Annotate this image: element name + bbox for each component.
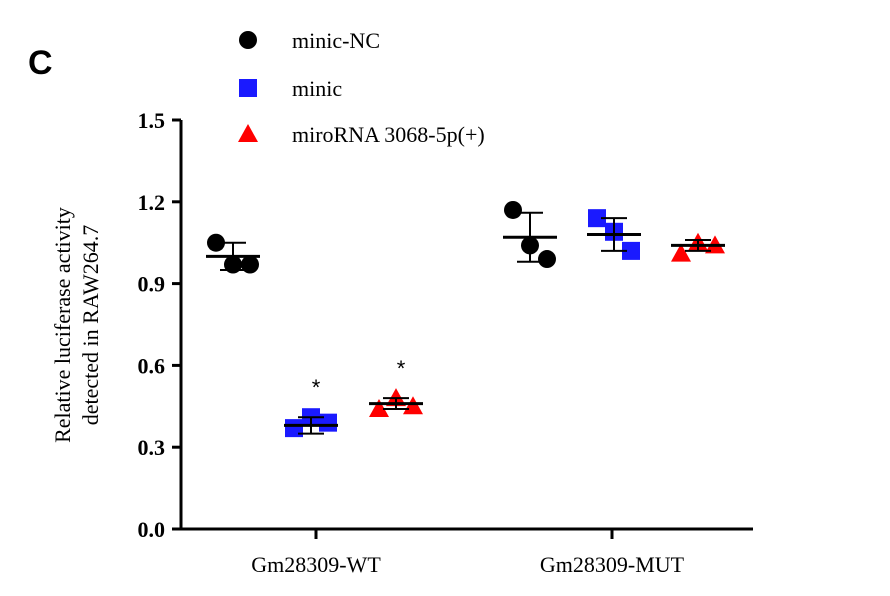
data-point [504, 200, 522, 219]
data-point [369, 399, 389, 418]
x-category-label: Gm28309-WT [251, 552, 381, 577]
data-group [587, 209, 641, 260]
data-point [588, 209, 606, 228]
data-point [538, 250, 556, 269]
data-point [671, 243, 691, 262]
y-tick-label: 1.2 [138, 190, 166, 215]
data-group [671, 232, 725, 262]
y-axis-title-line1: Relative luciferase activity [50, 207, 75, 443]
data-point [207, 233, 225, 252]
legend-marker-square [239, 79, 257, 97]
legend-label: minic [292, 76, 342, 101]
significance-star: * [397, 356, 406, 381]
legend-label: miroRNA 3068-5p(+) [292, 122, 485, 147]
y-tick-label: 0.9 [138, 272, 166, 297]
legend-marker-circle [239, 31, 257, 49]
y-tick-label: 0.6 [138, 353, 166, 378]
y-tick-label: 0.3 [138, 435, 166, 460]
legend-label: minic-NC [292, 28, 380, 53]
data-group: * [369, 356, 423, 418]
panel-label: C [28, 44, 53, 82]
data-group [206, 233, 260, 274]
data-group: * [284, 375, 338, 438]
x-axis: Gm28309-WT Gm28309-MUT [181, 527, 753, 577]
y-axis: 0.0 0.3 0.6 0.9 1.2 1.5 [138, 108, 183, 542]
legend: minic-NC minic miroRNA 3068-5p(+) [238, 28, 485, 147]
y-tick-label: 0.0 [138, 517, 166, 542]
data-group [503, 200, 557, 269]
significance-star: * [312, 375, 321, 400]
data-point [622, 241, 640, 260]
y-axis-title-line2: detected in RAW264.7 [78, 225, 103, 425]
x-category-label: Gm28309-MUT [540, 552, 685, 577]
legend-marker-triangle [238, 124, 258, 142]
plot-area: ** [206, 200, 725, 438]
y-tick-label: 1.5 [138, 108, 166, 133]
